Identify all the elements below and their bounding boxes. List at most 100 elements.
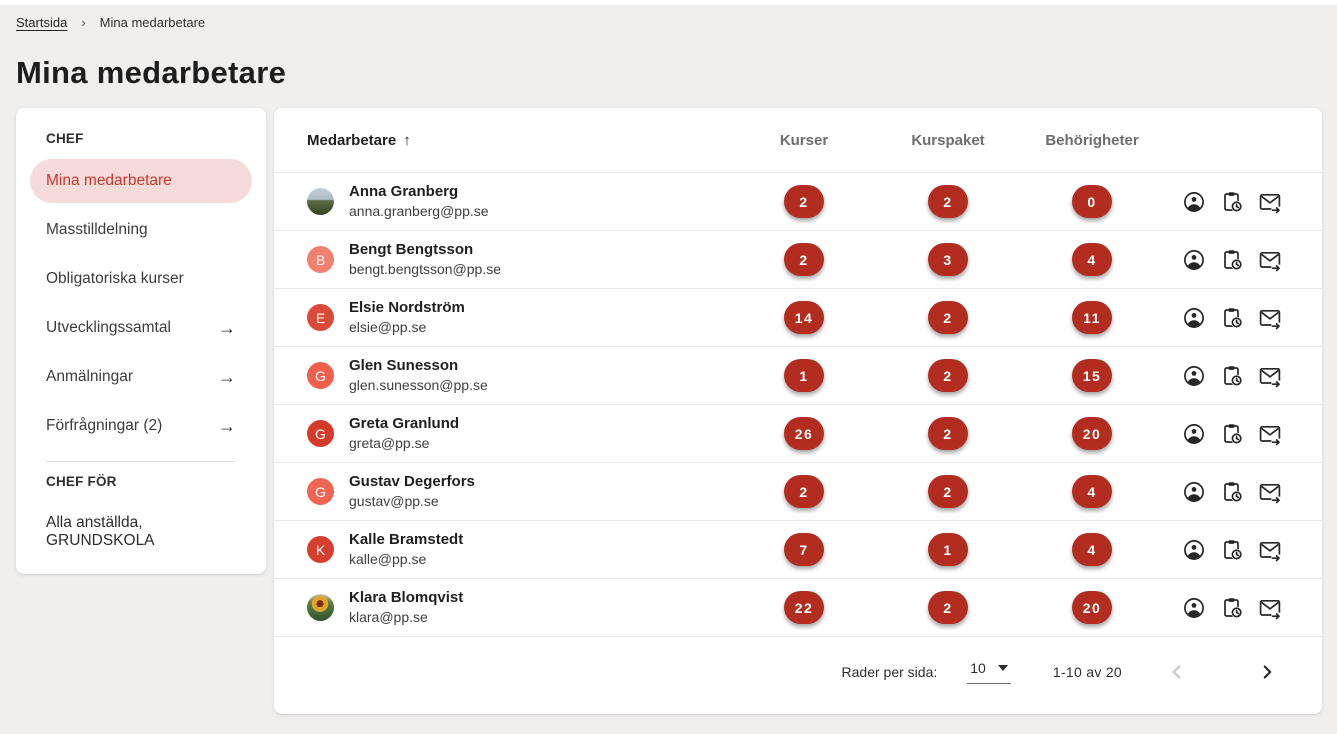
- row-actions: [1164, 480, 1282, 504]
- employee-email: bengt.bengtsson@pp.se: [349, 261, 501, 278]
- sidebar-item-mina-medarbetare[interactable]: Mina medarbetare: [30, 159, 252, 203]
- mail-send-icon[interactable]: [1258, 596, 1282, 620]
- clipboard-clock-icon[interactable]: [1220, 480, 1244, 504]
- table-row[interactable]: G Glen Sunesson glen.sunesson@pp.se 1 2 …: [274, 346, 1322, 404]
- employee-cell: B Bengt Bengtsson bengt.bengtsson@pp.se: [307, 239, 732, 280]
- employee-text: Greta Granlund greta@pp.se: [349, 413, 459, 454]
- previous-page-button[interactable]: [1166, 661, 1188, 683]
- account-icon[interactable]: [1182, 480, 1206, 504]
- employee-name: Greta Granlund: [349, 415, 460, 433]
- sidebar-item-anm-lningar[interactable]: Anmälningar →: [30, 355, 252, 399]
- employee-email: gustav@pp.se: [349, 493, 439, 510]
- behorigheter-count-badge: 15: [1071, 359, 1113, 392]
- account-icon[interactable]: [1182, 422, 1206, 446]
- employee-text: Bengt Bengtsson bengt.bengtsson@pp.se: [349, 239, 501, 280]
- content: CHEF Mina medarbetare Masstilldelning Obli…: [16, 108, 1322, 714]
- mail-send-icon[interactable]: [1258, 190, 1282, 214]
- next-page-button[interactable]: [1256, 661, 1278, 683]
- breadcrumb-home-link[interactable]: Startsida: [16, 15, 68, 30]
- table-row[interactable]: K Kalle Bramstedt kalle@pp.se 7 1 4: [274, 520, 1322, 578]
- table-row[interactable]: B Bengt Bengtsson bengt.bengtsson@pp.se …: [274, 230, 1322, 288]
- kurser-count-badge: 1: [784, 359, 824, 392]
- row-actions: [1164, 364, 1282, 388]
- employee-cell: Klara Blomqvist klara@pp.se: [307, 587, 732, 628]
- kurser-count-badge: 7: [784, 533, 824, 566]
- chevron-down-icon: [997, 665, 1008, 671]
- account-icon[interactable]: [1182, 538, 1206, 562]
- table-row[interactable]: E Elsie Nordström elsie@pp.se 14 2 11: [274, 288, 1322, 346]
- column-header-kurser: Kurser: [779, 131, 829, 149]
- account-icon[interactable]: [1182, 364, 1206, 388]
- employee-text: Gustav Degerfors gustav@pp.se: [349, 471, 475, 512]
- sidebar-item-label: Förfrågningar (2): [46, 417, 163, 434]
- sidebar-item-masstilldelning[interactable]: Masstilldelning: [30, 208, 252, 252]
- table-row[interactable]: G Greta Granlund greta@pp.se 26 2 20: [274, 404, 1322, 462]
- sort-ascending-icon: ↑: [403, 131, 411, 149]
- mail-send-icon[interactable]: [1258, 538, 1282, 562]
- clipboard-clock-icon[interactable]: [1220, 596, 1244, 620]
- avatar: [307, 188, 334, 215]
- employee-name: Kalle Bramstedt: [349, 531, 464, 549]
- breadcrumb: Startsida › Mina medarbetare: [0, 5, 1337, 30]
- sidebar: CHEF Mina medarbetare Masstilldelning Obli…: [16, 108, 266, 574]
- employee-name: Klara Blomqvist: [349, 589, 464, 607]
- row-actions: [1164, 538, 1282, 562]
- breadcrumb-current: Mina medarbetare: [99, 15, 206, 30]
- column-header-medarbetare[interactable]: Medarbetare ↑: [307, 132, 732, 149]
- employee-text: Glen Sunesson glen.sunesson@pp.se: [349, 355, 488, 396]
- arrow-right-icon: →: [218, 416, 236, 436]
- avatar: B: [307, 246, 334, 273]
- top-strip: [0, 0, 1337, 5]
- employees-table-card: Medarbetare ↑ Kurser Kurspaket Behörighe…: [274, 108, 1322, 714]
- rows-per-page-select[interactable]: 10: [967, 659, 1011, 684]
- employee-email: greta@pp.se: [349, 435, 430, 452]
- behorigheter-count-badge: 11: [1072, 301, 1112, 334]
- account-icon[interactable]: [1182, 306, 1206, 330]
- clipboard-clock-icon[interactable]: [1220, 538, 1244, 562]
- behorigheter-count-badge: 4: [1072, 475, 1112, 508]
- employee-name: Gustav Degerfors: [349, 473, 475, 491]
- behorigheter-count-badge: 4: [1072, 243, 1112, 276]
- behorigheter-count-badge: 20: [1071, 591, 1113, 624]
- employee-name: Anna Granberg: [349, 183, 459, 201]
- chevron-left-icon: [1172, 664, 1181, 679]
- kurser-count-badge: 22: [783, 591, 825, 624]
- kurser-count-badge: 2: [784, 243, 824, 276]
- clipboard-clock-icon[interactable]: [1220, 190, 1244, 214]
- clipboard-clock-icon[interactable]: [1220, 248, 1244, 272]
- row-actions: [1164, 596, 1282, 620]
- account-icon[interactable]: [1182, 596, 1206, 620]
- employee-name: Elsie Nordström: [349, 299, 465, 317]
- mail-send-icon[interactable]: [1258, 306, 1282, 330]
- sidebar-item-label: Mina medarbetare: [46, 172, 172, 189]
- table-row[interactable]: Anna Granberg anna.granberg@pp.se 2 2 0: [274, 172, 1322, 230]
- employee-cell: E Elsie Nordström elsie@pp.se: [307, 297, 732, 338]
- mail-send-icon[interactable]: [1258, 248, 1282, 272]
- mail-send-icon[interactable]: [1258, 364, 1282, 388]
- sidebar-item-utvecklingssamtal[interactable]: Utvecklingssamtal →: [30, 306, 252, 350]
- employee-name: Glen Sunesson: [349, 357, 459, 375]
- employee-email: klara@pp.se: [349, 609, 428, 626]
- table-row[interactable]: Klara Blomqvist klara@pp.se 22 2 20: [274, 578, 1322, 636]
- mail-send-icon[interactable]: [1258, 480, 1282, 504]
- clipboard-clock-icon[interactable]: [1220, 422, 1244, 446]
- account-icon[interactable]: [1182, 190, 1206, 214]
- clipboard-clock-icon[interactable]: [1220, 306, 1244, 330]
- sidebar-item-alla-anstallda[interactable]: Alla anställda, GRUNDSKOLA: [46, 514, 155, 549]
- table-row[interactable]: G Gustav Degerfors gustav@pp.se 2 2 4: [274, 462, 1322, 520]
- sidebar-item-obligatoriska-kurser[interactable]: Obligatoriska kurser: [30, 257, 252, 301]
- employee-email: kalle@pp.se: [349, 551, 427, 568]
- employee-cell: Anna Granberg anna.granberg@pp.se: [307, 181, 732, 222]
- arrow-right-icon: →: [218, 367, 236, 387]
- clipboard-clock-icon[interactable]: [1220, 364, 1244, 388]
- kurser-count-badge: 26: [783, 417, 825, 450]
- sidebar-section-chef-for-title: CHEF FÖR: [46, 474, 117, 489]
- mail-send-icon[interactable]: [1258, 422, 1282, 446]
- sidebar-item-f-rfr-gningar-2[interactable]: Förfrågningar (2) →: [30, 404, 252, 448]
- kurser-count-badge: 14: [783, 301, 825, 334]
- row-actions: [1164, 248, 1282, 272]
- employee-text: Klara Blomqvist klara@pp.se: [349, 587, 463, 628]
- avatar: G: [307, 420, 334, 447]
- employee-text: Kalle Bramstedt kalle@pp.se: [349, 529, 463, 570]
- account-icon[interactable]: [1182, 248, 1206, 272]
